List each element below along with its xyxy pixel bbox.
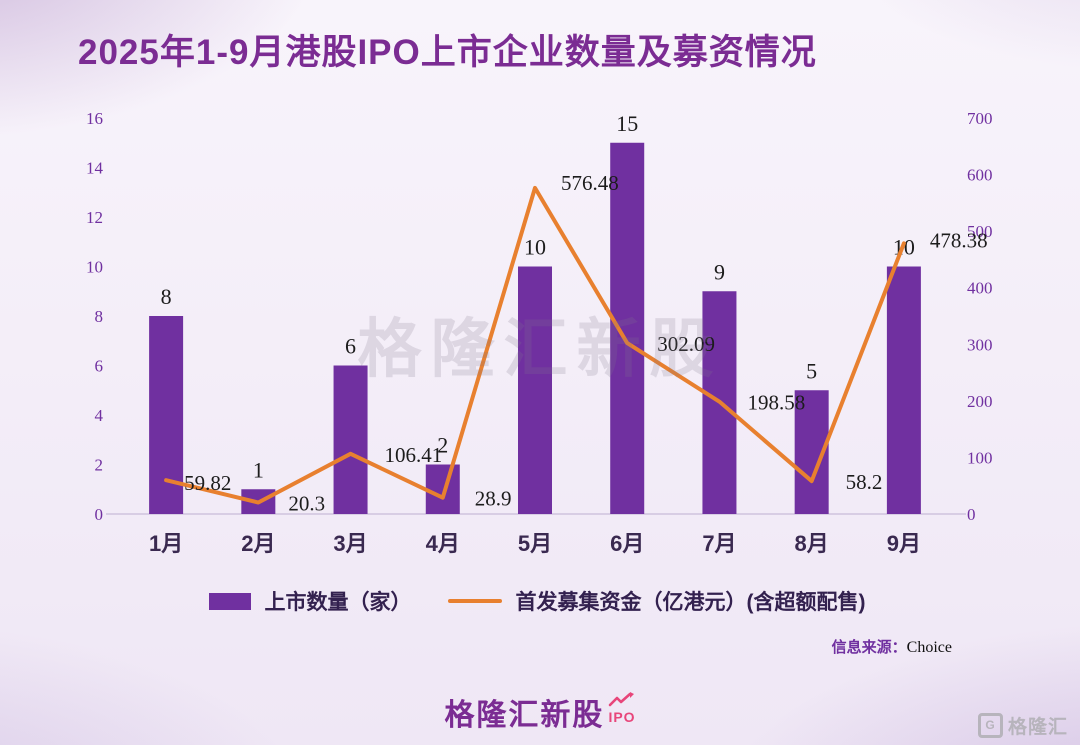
line-value-label: 28.9 [475, 487, 512, 511]
source-note-prefix: 信息来源： [831, 639, 907, 656]
bar-value-label: 1 [253, 457, 264, 482]
line-value-label: 106.41 [385, 443, 443, 467]
line-value-label: 478.38 [930, 228, 988, 252]
left-axis-tick: 16 [86, 109, 103, 128]
line-value-label: 576.48 [561, 171, 619, 195]
bar-value-label: 10 [524, 235, 546, 260]
corner-watermark-text: 格隆汇 [1007, 717, 1068, 738]
bar [333, 365, 368, 514]
bar-value-label: 6 [345, 334, 356, 359]
chart-legend: 上市数量（家） 首发募集资金（亿港元）(含超额配售) [0, 586, 1080, 616]
x-axis-label: 1月 [149, 531, 183, 556]
x-axis-label: 3月 [333, 531, 367, 556]
line-value-label: 198.58 [747, 391, 805, 415]
left-axis-tick: 8 [95, 307, 104, 326]
bar [425, 464, 460, 514]
glh-logo-icon: G [977, 713, 1003, 738]
bar-value-label: 8 [161, 284, 172, 309]
right-axis-tick: 200 [967, 392, 993, 411]
x-axis-label: 2月 [241, 531, 275, 556]
rocket-arrow-icon [609, 692, 635, 707]
source-note: 信息来源：Choice [832, 636, 952, 657]
footer-brand: 格隆汇新股 IPO [0, 690, 1080, 734]
left-axis-tick: 10 [86, 258, 103, 277]
x-axis-label: 9月 [887, 531, 921, 556]
right-axis-tick: 0 [967, 505, 976, 524]
left-axis-tick: 12 [86, 208, 103, 227]
legend-line-swatch [447, 599, 502, 603]
right-axis-tick: 100 [967, 448, 993, 467]
legend-line-label: 首发募集资金（亿港元）(含超额配售) [515, 591, 866, 614]
x-axis-label: 8月 [795, 531, 829, 556]
x-axis-label: 6月 [610, 531, 644, 556]
left-axis-tick: 2 [95, 456, 104, 475]
line-value-label: 302.09 [657, 332, 715, 356]
left-axis-tick: 4 [95, 406, 104, 425]
x-axis-label: 4月 [426, 531, 460, 556]
bar [610, 142, 645, 514]
x-axis-label: 7月 [702, 531, 736, 556]
line-value-label: 20.3 [288, 492, 325, 516]
x-axis-label: 5月 [518, 531, 552, 556]
line-value-label: 58.2 [846, 470, 883, 494]
combo-chart: 0 2 4 6 8 10 12 14 16 0 100 200 300 400 500 600 700 1月 2月 3… [45, 96, 1055, 566]
bar-value-label: 2 [437, 433, 448, 458]
bar [886, 266, 921, 514]
bar [518, 266, 552, 514]
footer-brand-badge: IPO [608, 709, 636, 725]
legend-bar-label: 上市数量（家） [264, 591, 412, 614]
right-axis-tick: 400 [967, 279, 993, 298]
page-title: 2025年1-9月港股IPO上市企业数量及募资情况 [78, 33, 817, 72]
left-axis-tick: 6 [95, 357, 104, 376]
right-axis-tick: 700 [967, 109, 993, 128]
right-axis-tick: 600 [967, 166, 993, 185]
bar-value-label: 5 [806, 358, 817, 383]
bar-value-label: 9 [714, 259, 725, 284]
left-axis-tick: 14 [86, 159, 104, 178]
corner-watermark: G 格隆汇 [977, 712, 1068, 739]
line-value-label: 59.82 [184, 471, 231, 495]
source-note-value: Choice [906, 639, 952, 656]
line-series [164, 185, 906, 505]
footer-brand-text: 格隆汇新股 [444, 699, 605, 732]
bar-value-label: 15 [616, 111, 638, 136]
right-axis-tick: 500 [967, 222, 993, 241]
right-axis-tick: 300 [967, 335, 993, 354]
legend-bar-swatch [208, 592, 251, 610]
left-axis-tick: 0 [95, 505, 104, 524]
